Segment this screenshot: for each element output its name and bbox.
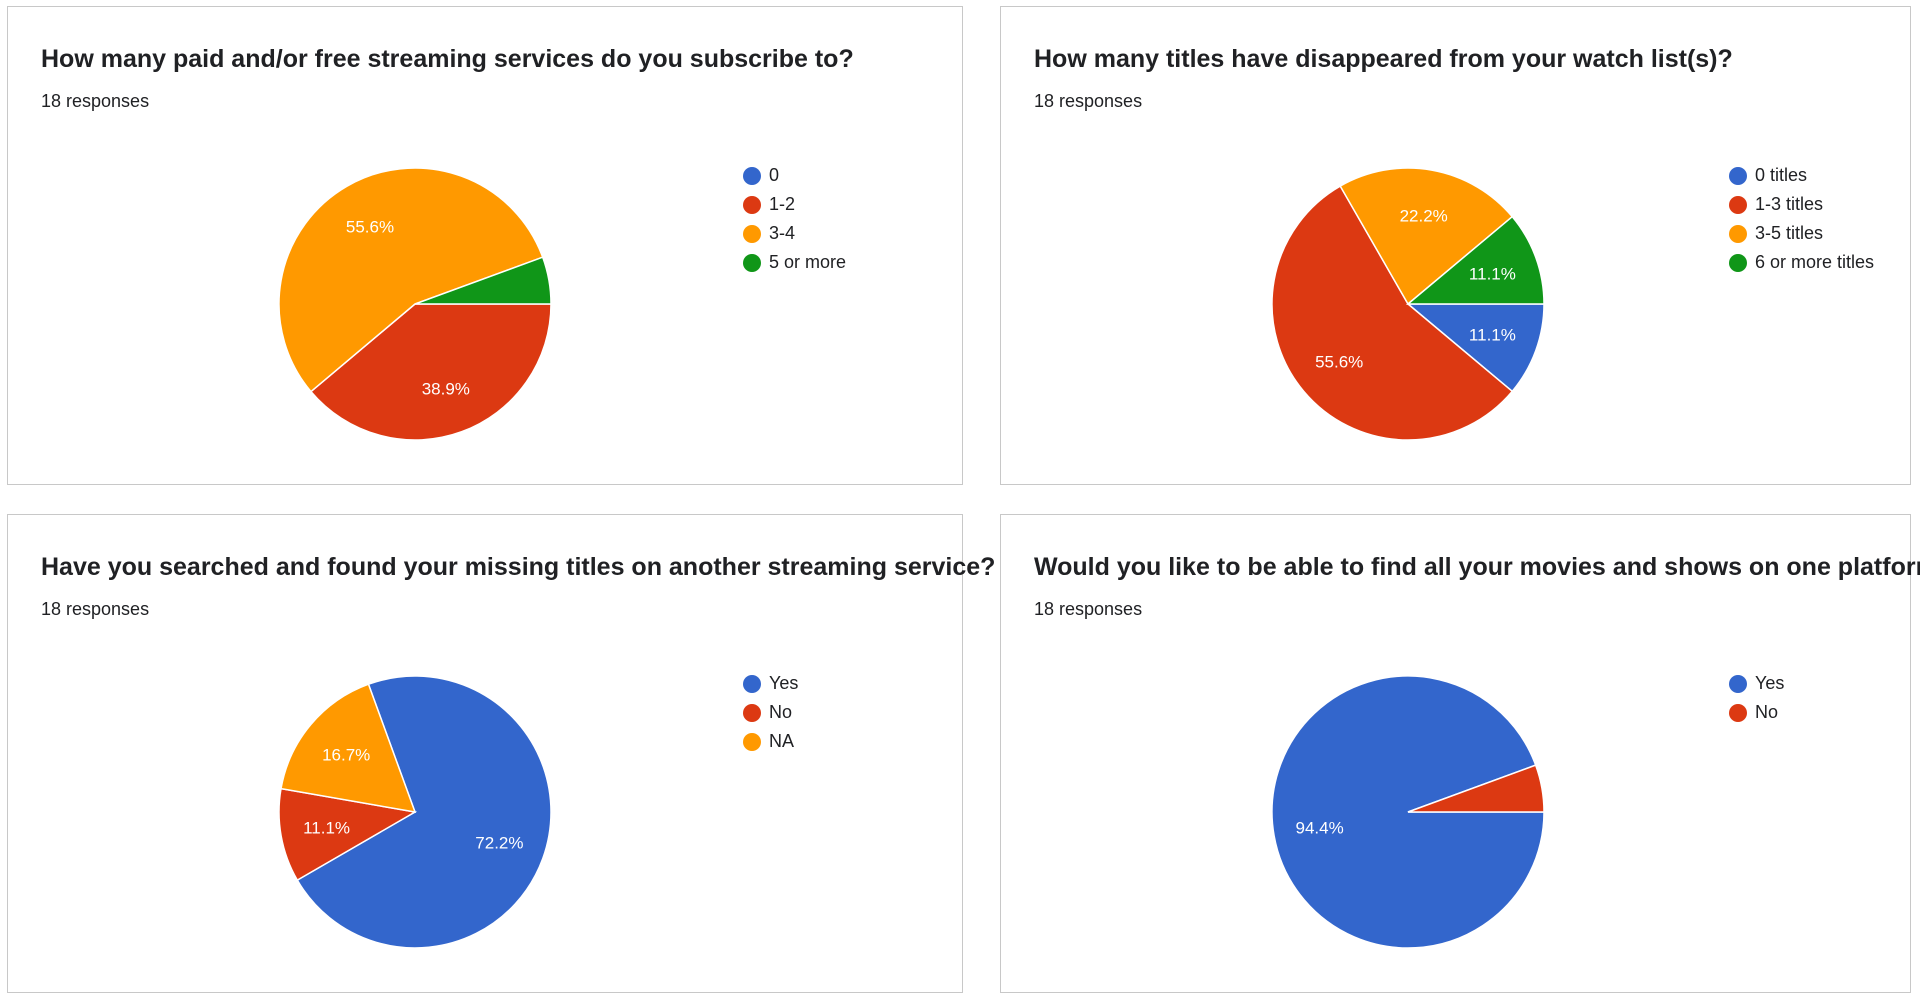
legend-item[interactable]: Yes: [1729, 669, 1784, 698]
response-count: 18 responses: [1034, 599, 1143, 619]
legend-label: 3-4: [769, 223, 796, 243]
chart-legend: Yes No NA: [743, 669, 798, 756]
pie-slice-yes[interactable]: [1271, 675, 1545, 949]
legend-label: 3-5 titles: [1755, 223, 1824, 243]
legend-item[interactable]: 6 or more titles: [1729, 248, 1874, 277]
legend-label: 0 titles: [1755, 165, 1808, 185]
pie-chart: 94.4%: [1271, 675, 1545, 949]
pie-slice-6-or-more-titles[interactable]: [1405, 215, 1545, 305]
pie-chart: 72.2% 11.1% 16.7%: [278, 675, 552, 949]
legend-swatch-icon: [1729, 224, 1747, 243]
slice-percent-label: 16.7%: [322, 745, 370, 764]
legend-swatch-icon: [1729, 253, 1747, 272]
legend-swatch-icon: [743, 195, 761, 214]
legend-item[interactable]: No: [1729, 698, 1784, 727]
legend-swatch-icon: [1729, 703, 1747, 722]
pie-slice-0-titles[interactable]: [1405, 303, 1545, 393]
slice-percent-label: 11.1%: [1469, 326, 1516, 345]
legend-item[interactable]: 3-4: [743, 219, 846, 248]
chart-legend: 0 1-2 3-4 5 or more: [743, 161, 846, 277]
legend-label: NA: [769, 731, 795, 751]
chart-card-3: Have you searched and found your missing…: [7, 514, 995, 993]
response-count: 18 responses: [1034, 91, 1143, 111]
legend-swatch-icon: [743, 674, 761, 693]
legend-label: 0: [769, 165, 780, 185]
chart-card-1: How many paid and/or free streaming serv…: [7, 6, 963, 485]
pie-slice-5-or-more[interactable]: [414, 256, 552, 305]
legend-swatch-icon: [1729, 674, 1747, 693]
legend-swatch-icon: [743, 732, 761, 751]
legend-item[interactable]: 1-3 titles: [1729, 190, 1874, 219]
response-count: 18 responses: [41, 91, 150, 111]
legend-swatch-icon: [1729, 195, 1747, 214]
legend-label: 5 or more: [769, 252, 847, 272]
legend-item[interactable]: No: [743, 698, 798, 727]
chart-legend: Yes No: [1729, 669, 1784, 727]
pie-slice-3-5-titles[interactable]: [1339, 167, 1514, 306]
legend-swatch-icon: [743, 253, 761, 272]
legend-item[interactable]: Yes: [743, 669, 798, 698]
pie-slice-3-4[interactable]: [278, 167, 544, 393]
legend-item[interactable]: NA: [743, 727, 798, 756]
slice-percent-label: 94.4%: [1295, 819, 1343, 838]
legend-item[interactable]: 0 titles: [1729, 161, 1874, 190]
slice-percent-label: 38.9%: [422, 379, 470, 398]
pie-slice-yes[interactable]: [296, 675, 552, 949]
pie-slice-1-2[interactable]: [309, 303, 552, 441]
legend-item[interactable]: 1-2: [743, 190, 846, 219]
legend-label: No: [1755, 702, 1779, 722]
legend-label: No: [769, 702, 793, 722]
slice-percent-label: 11.1%: [303, 819, 350, 838]
pie-slice-na[interactable]: [280, 683, 417, 813]
legend-label: 6 or more titles: [1755, 252, 1875, 272]
pie-chart: 11.1% 55.6% 22.2% 11.1%: [1271, 167, 1545, 441]
chart-card-2: How many titles have disappeared from yo…: [1000, 6, 1911, 485]
chart-card-4: Would you like to be able to find all yo…: [1000, 514, 1920, 993]
chart-title: Would you like to be able to find all yo…: [1034, 553, 1920, 581]
pie-chart: 38.9% 55.6%: [278, 167, 552, 441]
chart-title: How many paid and/or free streaming serv…: [41, 45, 854, 73]
slice-percent-label: 22.2%: [1400, 207, 1448, 226]
chart-title: Have you searched and found your missing…: [41, 553, 996, 581]
legend-swatch-icon: [1729, 166, 1747, 185]
chart-title: How many titles have disappeared from yo…: [1034, 45, 1733, 73]
legend-item[interactable]: 3-5 titles: [1729, 219, 1874, 248]
legend-label: Yes: [1755, 673, 1785, 693]
slice-percent-label: 55.6%: [1315, 353, 1363, 372]
pie-slice-1-3-titles[interactable]: [1271, 185, 1514, 441]
legend-label: Yes: [769, 673, 799, 693]
legend-item[interactable]: 5 or more: [743, 248, 846, 277]
legend-swatch-icon: [743, 166, 761, 185]
legend-label: 1-2: [769, 194, 796, 214]
legend-item[interactable]: 0: [743, 161, 846, 190]
legend-label: 1-3 titles: [1755, 194, 1824, 214]
pie-slice-no[interactable]: [1407, 764, 1545, 813]
chart-legend: 0 titles 1-3 titles 3-5 titles 6 or more ti…: [1729, 161, 1874, 277]
slice-percent-label: 72.2%: [475, 834, 523, 853]
legend-swatch-icon: [743, 224, 761, 243]
slice-percent-label: 11.1%: [1469, 264, 1516, 283]
legend-swatch-icon: [743, 703, 761, 722]
pie-slice-no[interactable]: [278, 787, 418, 882]
slice-percent-label: 55.6%: [346, 217, 394, 236]
response-count: 18 responses: [41, 599, 150, 619]
